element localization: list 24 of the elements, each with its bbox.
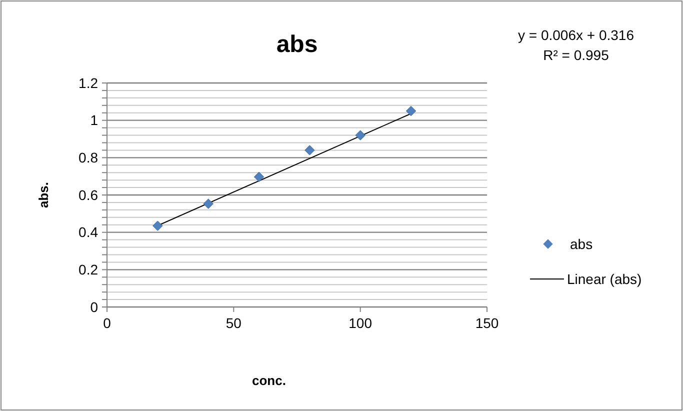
x-tick-label: 0	[103, 315, 112, 331]
y-tick-label: 0.6	[78, 186, 98, 203]
y-tick-label: 1.2	[78, 74, 98, 91]
point	[304, 145, 315, 156]
point	[152, 220, 163, 231]
y-axis-title: abs.	[36, 182, 51, 208]
point	[406, 106, 416, 116]
point	[203, 198, 214, 209]
y-tick-label: 0.4	[78, 224, 98, 240]
text: R² = 0.995	[543, 47, 610, 63]
y-tick-label: 0	[90, 298, 98, 315]
x-tick-label: 50	[226, 315, 242, 331]
x-tick-label: 150	[475, 315, 499, 331]
chart-title: abs	[276, 31, 318, 58]
y-tick-label: 0.2	[78, 262, 98, 278]
y-tick-label: 0.8	[78, 150, 98, 166]
point	[254, 172, 264, 182]
x-axis-title: conc.	[252, 373, 286, 388]
legend-label: abs	[570, 236, 593, 252]
x-tick-label: 100	[348, 315, 372, 331]
text: y = 0.006x + 0.316	[518, 27, 634, 43]
y-tick-label: 1	[90, 112, 98, 128]
legend-label: Linear (abs)	[567, 270, 642, 287]
point	[355, 130, 366, 140]
